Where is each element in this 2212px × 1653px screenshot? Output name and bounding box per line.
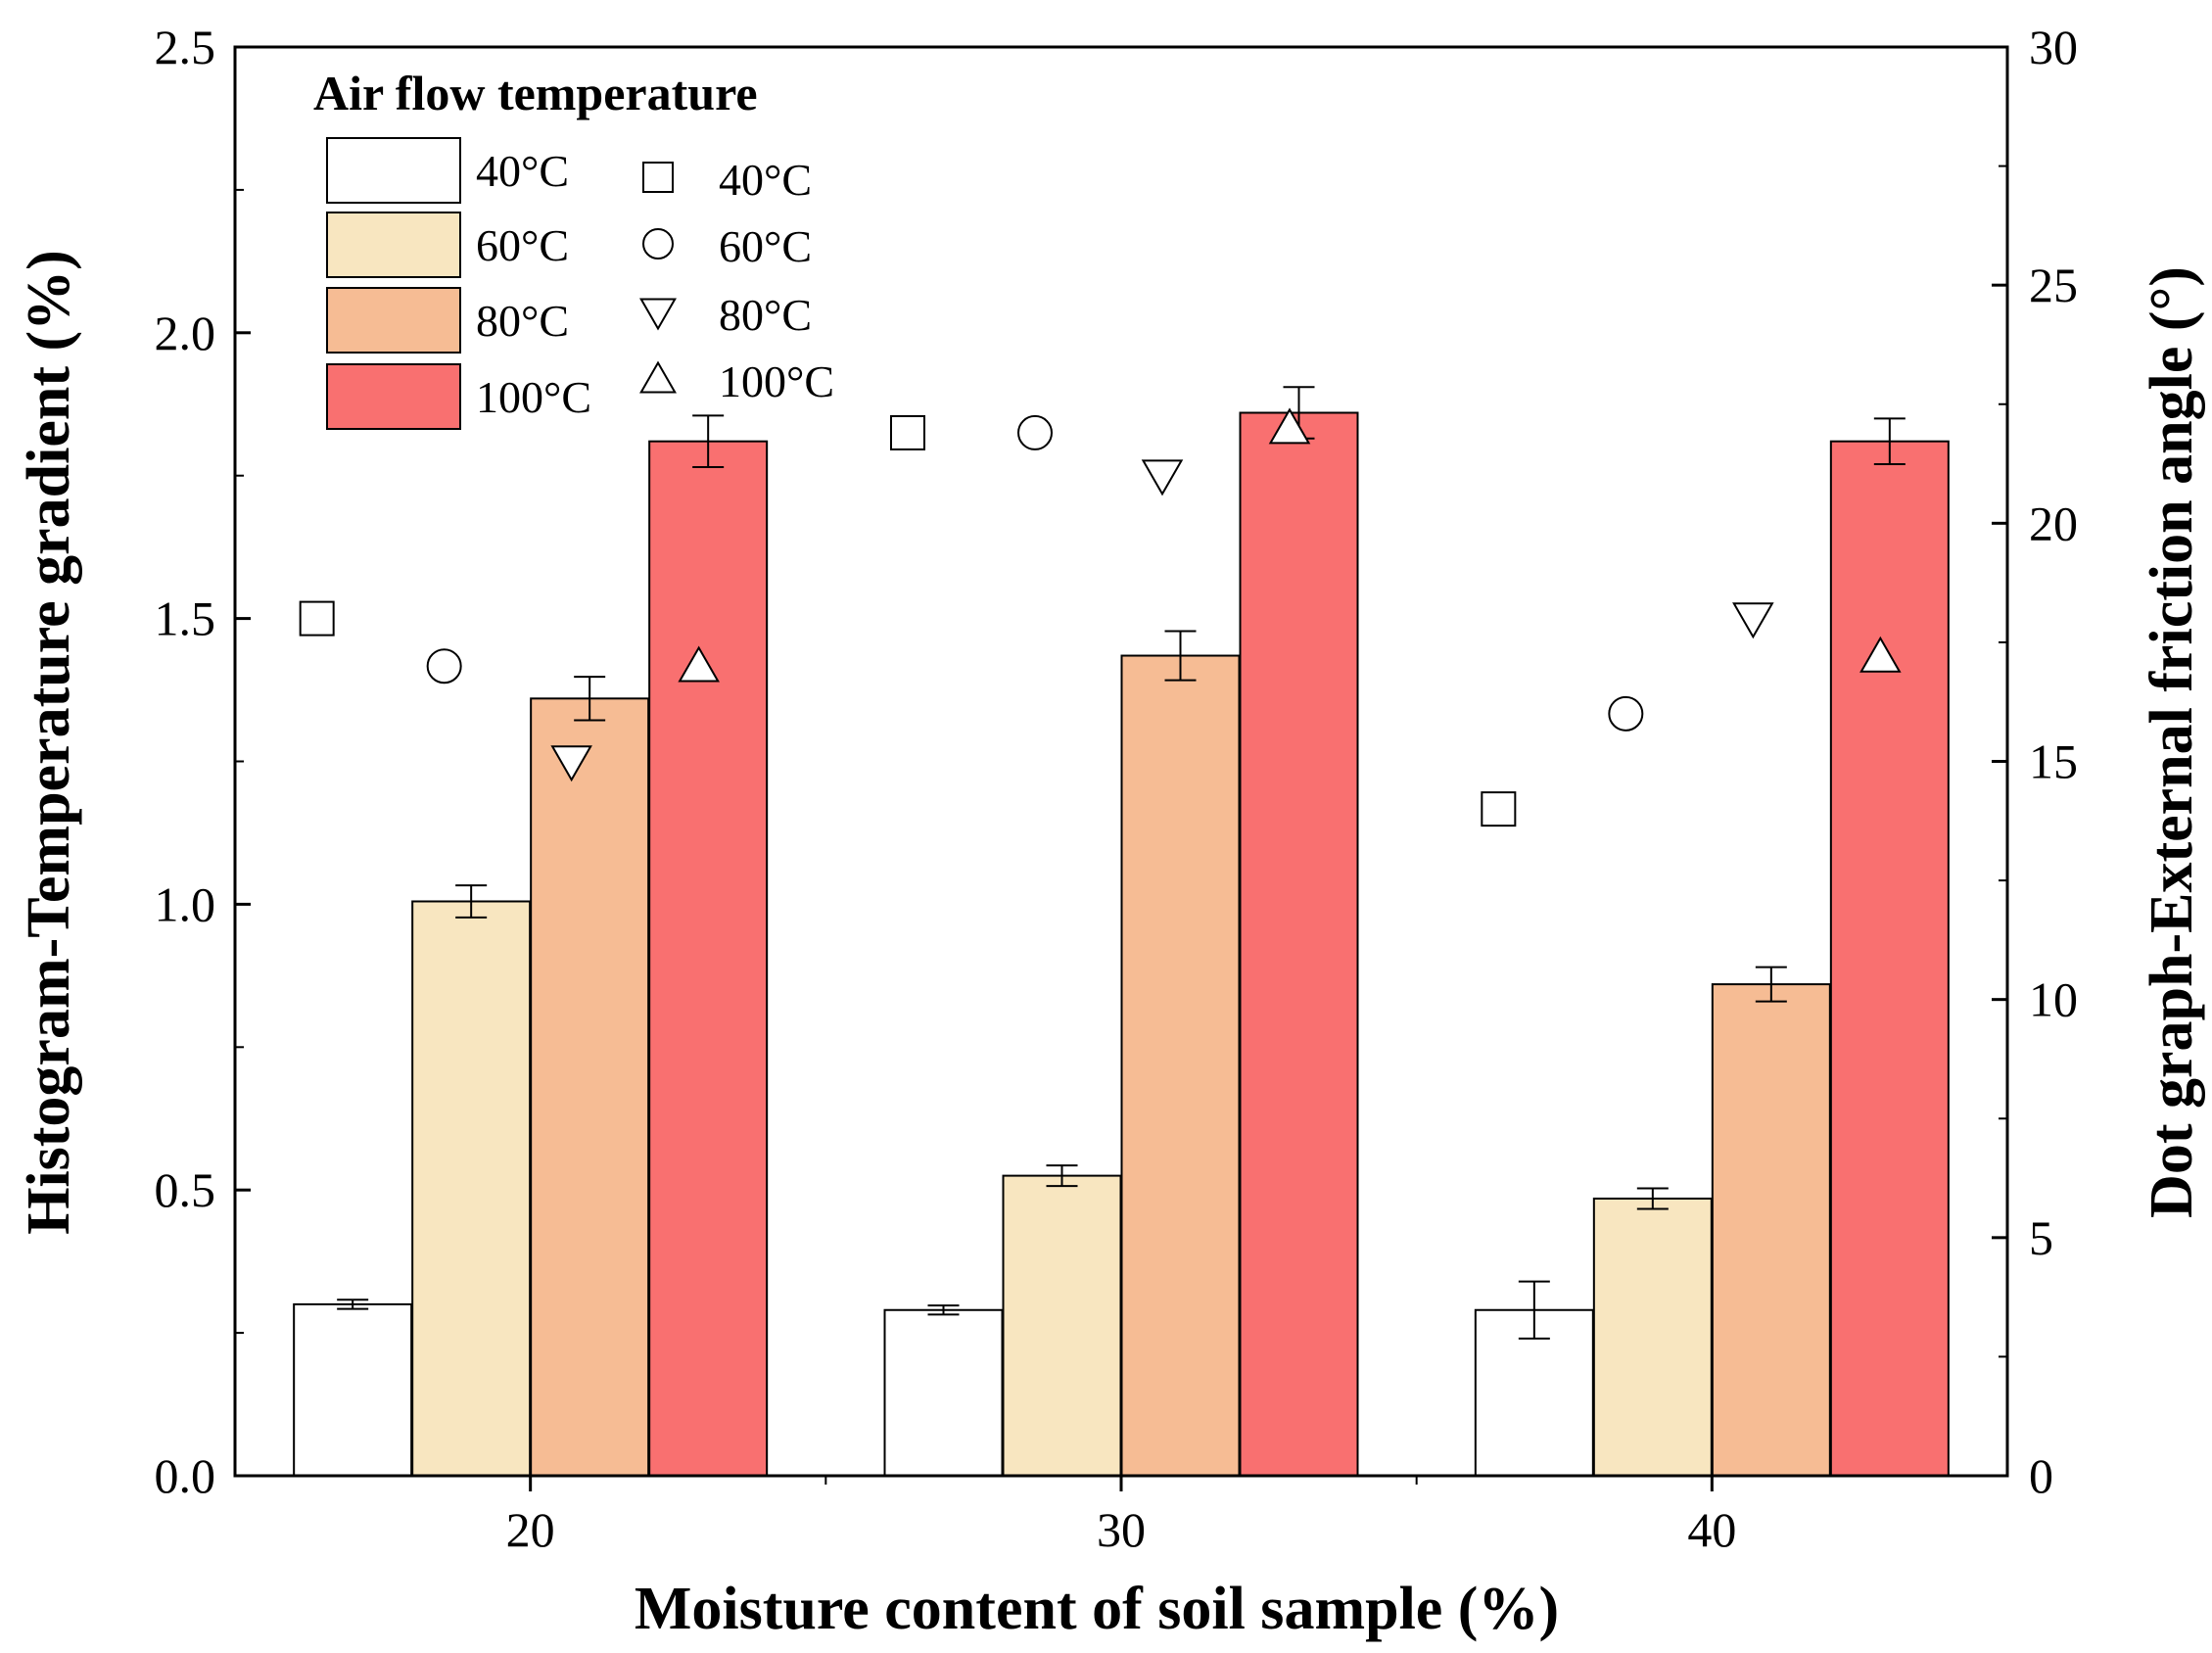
- legend-marker-0: [642, 162, 674, 193]
- y2-tick-label-3: 15: [2029, 734, 2078, 789]
- y-tick-label-5: 2.5: [155, 20, 216, 74]
- legend-label-bar-1: 60°C: [476, 220, 569, 270]
- scatter-point-3-0: [678, 645, 720, 683]
- y2-tick-label-4: 20: [2029, 496, 2078, 550]
- legend-label-bar-0: 40°C: [476, 146, 569, 196]
- x-axis-title: Moisture content of soil sample (%): [635, 1576, 1559, 1642]
- y2-tick-label-6: 30: [2029, 20, 2078, 74]
- y2-tick-label-2: 10: [2029, 972, 2078, 1027]
- legend-marker-3: [639, 360, 677, 394]
- scatter-point-2-1: [1141, 459, 1184, 496]
- x-tick-label-2: 40: [1687, 1502, 1736, 1557]
- legend-marker-1: [642, 228, 674, 260]
- y-tick-label-3: 1.5: [155, 591, 216, 646]
- error-bars-layer: [337, 386, 1906, 1340]
- bar-1-1: [1002, 1174, 1122, 1477]
- bar-0-1: [883, 1308, 1004, 1477]
- scatter-point-0-2: [1481, 791, 1517, 827]
- legend: Air flow temperature 40°C 60°C 80°C 100°C 40°…: [313, 66, 834, 430]
- bar-2-1: [1120, 654, 1241, 1477]
- bars-layer: [293, 411, 1950, 1478]
- bar-1-0: [411, 900, 532, 1477]
- bar-3-2: [1829, 440, 1950, 1478]
- y-tick-label-4: 2.0: [155, 306, 216, 360]
- scatter-points-layer: [299, 407, 1902, 827]
- bar-2-2: [1711, 983, 1831, 1477]
- bar-3-1: [1239, 411, 1359, 1477]
- legend-swatch-bar-1: [326, 212, 461, 278]
- legend-swatch-bar-0: [326, 137, 461, 204]
- legend-title: Air flow temperature: [313, 66, 758, 120]
- scatter-point-2-2: [1732, 602, 1774, 639]
- scatter-point-1-1: [1017, 414, 1053, 450]
- y2-tick-label-0: 0: [2029, 1448, 2053, 1503]
- legend-label-dot-2: 80°C: [719, 290, 812, 340]
- x-tick-label-1: 30: [1097, 1502, 1146, 1557]
- legend-swatch-bar-2: [326, 287, 461, 354]
- legend-label-dot-3: 100°C: [719, 356, 834, 406]
- scatter-point-1-0: [426, 648, 462, 685]
- scatter-point-1-2: [1608, 695, 1644, 732]
- y-tick-label-0: 0.0: [155, 1448, 216, 1503]
- y2-axis-title: Dot graph-External friction angle (°): [2139, 266, 2205, 1218]
- scatter-point-2-0: [550, 745, 592, 782]
- bar-2-0: [530, 697, 650, 1477]
- legend-swatch-bar-3: [326, 363, 461, 430]
- legend-label-bar-2: 80°C: [476, 296, 569, 346]
- y2-tick-label-1: 5: [2029, 1210, 2053, 1265]
- legend-marker-2: [639, 298, 677, 331]
- bar-0-0: [293, 1302, 413, 1478]
- legend-label-bar-3: 100°C: [476, 372, 591, 422]
- bar-1-2: [1592, 1197, 1713, 1477]
- axes-layer: 0.0 0.5 1.0 1.5 2.0 2.5 0 5 10 15 20 25 30 20 30 40: [155, 20, 2079, 1557]
- scatter-point-0-0: [299, 600, 335, 637]
- bar-3-0: [648, 440, 769, 1478]
- x-tick-label-0: 20: [506, 1502, 555, 1557]
- legend-label-dot-0: 40°C: [719, 155, 812, 205]
- y-tick-label-1: 0.5: [155, 1162, 216, 1217]
- legend-label-dot-1: 60°C: [719, 221, 812, 271]
- y2-tick-label-5: 25: [2029, 258, 2078, 312]
- y-axis-title: Histogram-Temperature gradient (%): [16, 250, 82, 1235]
- scatter-point-3-2: [1859, 636, 1902, 673]
- y-tick-label-2: 1.0: [155, 876, 216, 931]
- scatter-point-3-1: [1268, 407, 1311, 445]
- scatter-point-0-1: [890, 414, 925, 450]
